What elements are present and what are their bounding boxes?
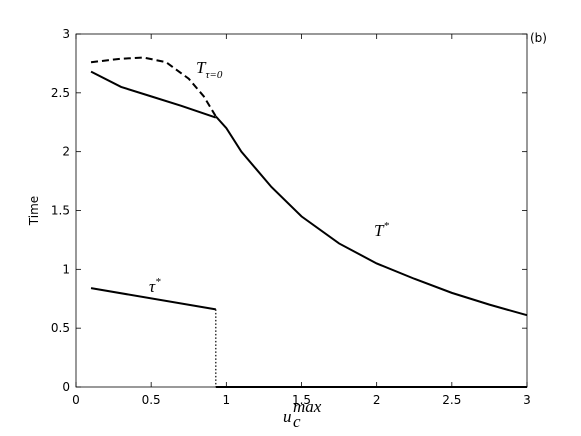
math-base: u xyxy=(283,407,292,426)
x-tick-label: 1.5 xyxy=(292,393,311,407)
y-tick-label: 1.5 xyxy=(51,204,70,218)
plot-frame xyxy=(75,33,528,388)
y-tick-label: 3 xyxy=(62,27,70,41)
x-axis-label-sub: c xyxy=(293,412,301,431)
y-axis-label: Time xyxy=(27,196,41,226)
x-tick-label: 2 xyxy=(373,393,381,407)
x-axis-label: u xyxy=(283,407,292,426)
line-series xyxy=(90,56,217,117)
y-tick-label: 2.5 xyxy=(51,86,70,100)
x-tick-label: 2.5 xyxy=(442,393,461,407)
math-base: τ xyxy=(149,277,156,296)
math-sup: * xyxy=(383,220,389,232)
y-tick-label: 0 xyxy=(62,380,70,394)
y-tick-label: 2 xyxy=(62,145,70,159)
line-series xyxy=(215,115,528,317)
y-tick-label: 1 xyxy=(62,262,70,276)
x-axis-label-sup: max xyxy=(293,397,322,416)
x-tick-label: 3 xyxy=(523,393,531,407)
panel-label: (b) xyxy=(530,31,547,45)
y-tick-label: 0.5 xyxy=(51,321,70,335)
annotation: Tτ=0 xyxy=(196,58,223,81)
x-tick-label: 1 xyxy=(223,393,231,407)
math-base: T xyxy=(196,58,207,77)
x-tick-label: 0 xyxy=(72,393,80,407)
annotation: T* xyxy=(374,220,389,240)
x-tick-label: 0.5 xyxy=(142,393,161,407)
annotation: τ* xyxy=(149,276,161,296)
math-sup: * xyxy=(155,276,161,288)
math-sub: τ=0 xyxy=(205,69,222,81)
line-series xyxy=(90,287,216,311)
line-series xyxy=(90,70,217,119)
math-base: T xyxy=(374,221,385,240)
